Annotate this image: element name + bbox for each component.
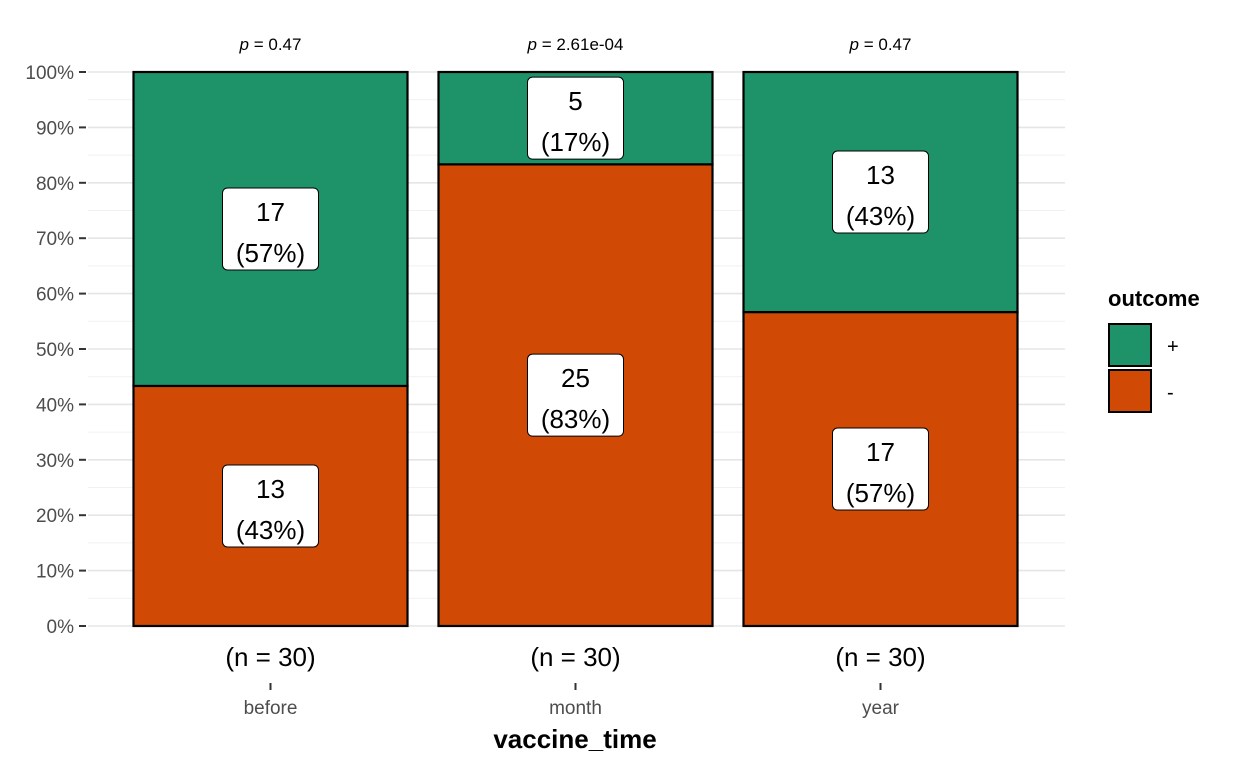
n-label: (n = 30) xyxy=(835,642,925,672)
p-value-labels: p = 0.47 p = 2.61e-04 p = 0.47 xyxy=(239,35,912,54)
x-tick-label-year: year xyxy=(862,698,900,719)
x-tick-label-month: month xyxy=(549,698,602,719)
segment-label-box xyxy=(832,150,929,234)
y-tick-label: 30% xyxy=(36,451,74,472)
segment-percent-label: (43%) xyxy=(236,515,305,545)
legend-label: - xyxy=(1167,382,1174,404)
segment-percent-label: (57%) xyxy=(846,478,915,508)
y-tick-label: 90% xyxy=(36,118,74,139)
x-axis-title: vaccine_time xyxy=(493,724,656,754)
segment-percent-label: (17%) xyxy=(541,127,610,157)
segment-count-label: 17 xyxy=(256,197,285,227)
segment-labels: 13 (43%) 17 (57%) 25 (83%) 5 (17%) 17 (57%) 13 (43%… xyxy=(222,76,929,548)
segment-label-box xyxy=(527,353,624,437)
legend-label: + xyxy=(1167,336,1179,358)
segment-percent-label: (43%) xyxy=(846,201,915,231)
segment-count-label: 5 xyxy=(568,86,582,116)
legend-key-plus xyxy=(1108,323,1152,367)
segment-count-label: 13 xyxy=(256,474,285,504)
segment-percent-label: (83%) xyxy=(541,404,610,434)
segment-label-box xyxy=(222,187,319,271)
segment-count-label: 13 xyxy=(866,160,895,190)
y-tick-label: 80% xyxy=(36,174,74,195)
y-tick-label: 100% xyxy=(25,63,74,84)
segment-percent-label: (57%) xyxy=(236,238,305,268)
p-value-label: p = 2.61e-04 xyxy=(527,35,624,54)
y-tick-label: 40% xyxy=(36,395,74,416)
n-label: (n = 30) xyxy=(530,642,620,672)
y-tick-label: 70% xyxy=(36,229,74,250)
y-tick-label: 20% xyxy=(36,506,74,527)
legend-key-minus xyxy=(1108,369,1152,413)
y-axis: 0% 10% 20% 30% 40% 50% 60% 70% 80% 90% 100% xyxy=(25,63,86,638)
x-tick-label-before: before xyxy=(244,698,298,719)
segment-count-label: 25 xyxy=(561,363,590,393)
legend-title: outcome xyxy=(1108,286,1200,311)
segment-label-box xyxy=(527,76,624,160)
n-label: (n = 30) xyxy=(225,642,315,672)
x-axis: (n = 30) before (n = 30) month (n = 30) year xyxy=(225,642,925,719)
segment-label-box xyxy=(222,464,319,548)
segment-label-box xyxy=(832,427,929,511)
y-tick-label: 60% xyxy=(36,285,74,306)
y-tick-label: 0% xyxy=(47,617,75,638)
segment-count-label: 17 xyxy=(866,437,895,467)
legend: outcome + - xyxy=(1108,286,1200,413)
y-tick-label: 10% xyxy=(36,562,74,583)
p-value-label: p = 0.47 xyxy=(849,35,912,54)
p-value-label: p = 0.47 xyxy=(239,35,302,54)
y-tick-label: 50% xyxy=(36,340,74,361)
